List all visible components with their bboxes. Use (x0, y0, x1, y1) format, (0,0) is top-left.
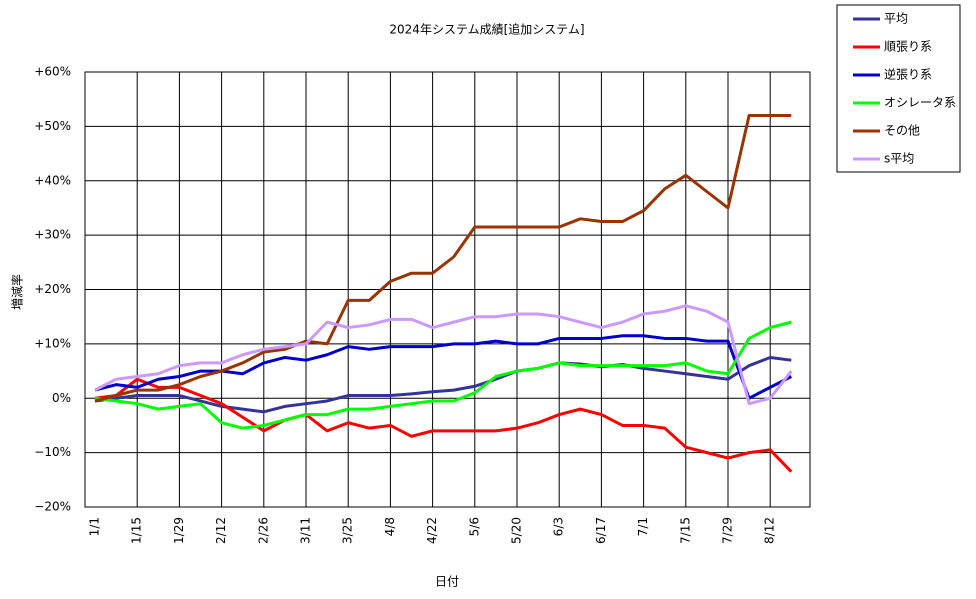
x-tick-label: 5/6 (467, 517, 481, 536)
series-line (94, 334, 792, 400)
x-tick-label: 5/20 (510, 517, 524, 544)
x-tick-label: 8/12 (763, 517, 777, 544)
x-tick-label: 6/17 (594, 517, 608, 544)
x-tick-label: 2/12 (214, 517, 228, 544)
y-tick-label: +50% (34, 119, 71, 133)
series-line (94, 355, 792, 414)
x-tick-label: 4/22 (425, 517, 439, 544)
series-line (94, 320, 792, 430)
series-line (94, 377, 793, 473)
x-tick-label: 7/15 (678, 517, 692, 544)
y-tick-label: +60% (34, 65, 71, 79)
x-tick-label: 6/3 (552, 517, 566, 536)
legend-label: 順張り系 (884, 40, 932, 54)
x-tick-label: 7/29 (721, 517, 735, 544)
y-tick-label: −10% (34, 445, 71, 459)
legend-label: s平均 (884, 152, 914, 166)
legend-label: その他 (884, 124, 920, 138)
legend-box (836, 4, 961, 173)
y-tick-label: 0% (52, 391, 71, 405)
y-axis-label: 増減率 (10, 274, 25, 310)
x-tick-label: 4/8 (383, 517, 397, 536)
y-tick-label: +20% (34, 282, 71, 296)
x-tick-label: 7/1 (636, 517, 650, 536)
x-tick-label: 1/15 (130, 517, 144, 544)
x-tick-label: 3/11 (299, 517, 313, 544)
legend-label: 平均 (884, 12, 908, 26)
legend-label: 逆張り系 (884, 67, 932, 82)
series-line (94, 114, 792, 403)
y-tick-label: −20% (34, 500, 71, 514)
legend-label: オシレータ系 (884, 96, 956, 110)
x-tick-label: 1/1 (88, 517, 102, 536)
series-line (94, 304, 793, 406)
x-tick-label: 1/29 (172, 517, 186, 544)
x-axis-label: 日付 (435, 575, 459, 589)
x-tick-label: 3/25 (341, 517, 355, 544)
chart-title: 2024年システム成績[追加システム] (389, 22, 584, 37)
x-tick-label: 2/26 (256, 517, 270, 544)
y-tick-label: +30% (34, 228, 71, 242)
y-tick-label: +10% (34, 336, 71, 350)
y-tick-label: +40% (34, 173, 71, 187)
